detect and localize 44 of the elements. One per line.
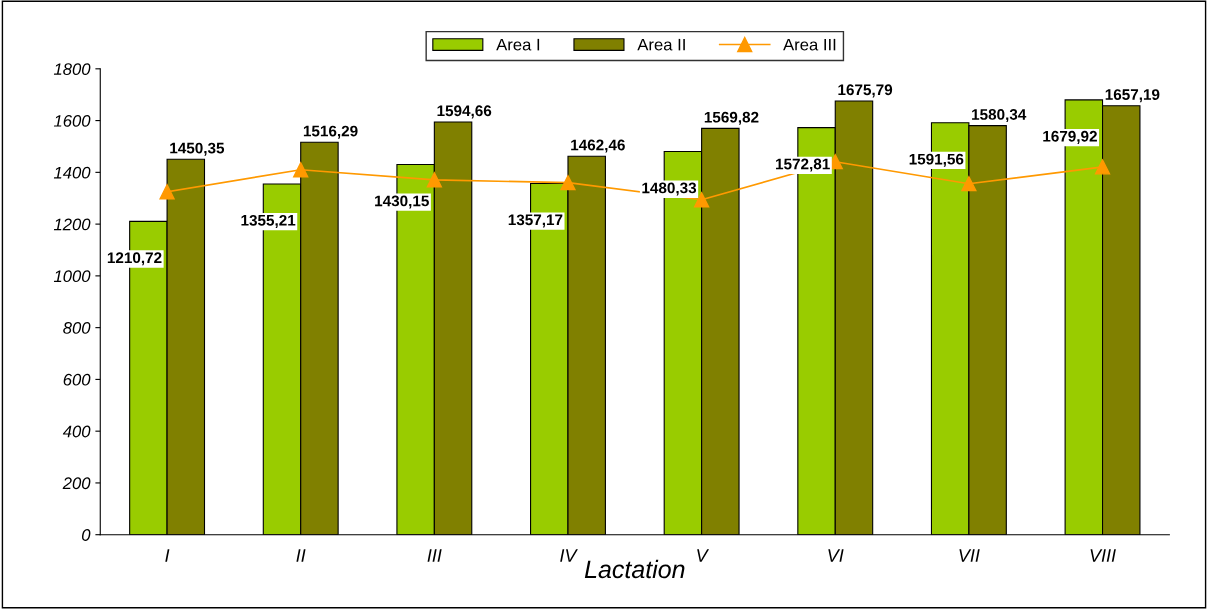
data-label: 1480,33 — [642, 182, 697, 196]
data-label: 1210,72 — [107, 252, 162, 266]
y-tick-label: 200 — [62, 477, 91, 490]
data-label: 1679,92 — [1043, 130, 1097, 144]
data-label: 1516,29 — [303, 125, 358, 139]
x-tick-label: VIII — [1090, 549, 1116, 562]
point — [560, 175, 576, 191]
y-tick-label: 800 — [63, 322, 91, 334]
data-label: 1675,79 — [838, 84, 893, 98]
y-tick-label: 1400 — [53, 166, 91, 179]
y-tick-label: 1800 — [53, 63, 91, 76]
y-tick-label: 1200 — [53, 218, 91, 231]
data-label: 1462,46 — [571, 139, 625, 153]
legend-label: Area III — [783, 38, 836, 51]
x-tick-label: VI — [828, 549, 844, 562]
legend-label: Area II — [637, 38, 685, 51]
data-label: 1357,17 — [508, 214, 563, 228]
y-tick-label: 600 — [63, 373, 91, 386]
data-label: 1657,19 — [1105, 89, 1160, 103]
y-tick-label: 400 — [62, 425, 91, 438]
data-label: 1591,56 — [909, 153, 964, 167]
x-tick-label: III — [427, 549, 442, 562]
x-tick-label: I — [165, 549, 170, 562]
point — [426, 172, 442, 188]
data-label: 1572,81 — [776, 158, 830, 172]
y-tick-label: 0 — [82, 529, 91, 541]
x-tick-label: V — [697, 549, 710, 562]
data-label: 1569,82 — [704, 111, 759, 125]
data-label: 1355,21 — [241, 214, 296, 228]
x-axis-title: Lactation — [584, 559, 685, 579]
legend-label: Area I — [496, 38, 540, 51]
data-label: 1594,66 — [437, 105, 492, 119]
data-label: 1430,15 — [375, 195, 429, 209]
data-label: 1450,35 — [170, 142, 225, 156]
point — [159, 184, 175, 200]
x-tick-label: II — [296, 549, 306, 562]
data-label: 1580,34 — [972, 109, 1027, 123]
y-tick-label: 1600 — [53, 114, 91, 127]
x-tick-label: IV — [560, 549, 578, 562]
x-tick-label: VII — [959, 549, 980, 562]
point — [961, 176, 977, 192]
point — [293, 162, 309, 178]
y-tick-label: 1000 — [53, 270, 91, 283]
point — [1094, 159, 1111, 175]
